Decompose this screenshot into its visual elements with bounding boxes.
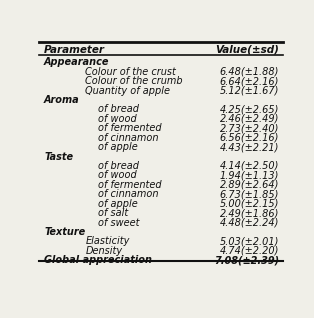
Text: Colour of the crust: Colour of the crust [85, 67, 176, 77]
Text: of salt: of salt [98, 208, 128, 218]
Text: 5.12(±1.67): 5.12(±1.67) [219, 86, 279, 95]
Text: of wood: of wood [98, 170, 136, 180]
Text: 6.56(±2.16): 6.56(±2.16) [219, 133, 279, 143]
Text: of apple: of apple [98, 199, 138, 209]
Text: Quantity of apple: Quantity of apple [85, 86, 171, 95]
Text: 2.73(±2.40): 2.73(±2.40) [219, 123, 279, 133]
Text: 2.49(±1.86): 2.49(±1.86) [219, 208, 279, 218]
Text: Taste: Taste [44, 152, 73, 162]
Text: 4.25(±2.65): 4.25(±2.65) [219, 104, 279, 114]
Text: 4.43(±2.21): 4.43(±2.21) [219, 142, 279, 152]
Text: Appearance: Appearance [44, 57, 110, 67]
Text: Aroma: Aroma [44, 95, 80, 105]
Text: Value(±sd): Value(±sd) [215, 45, 279, 55]
Text: 6.48(±1.88): 6.48(±1.88) [219, 67, 279, 77]
Text: 1.94(±1.13): 1.94(±1.13) [219, 170, 279, 180]
Text: of wood: of wood [98, 114, 136, 124]
Text: 5.03(±2.01): 5.03(±2.01) [219, 236, 279, 246]
Text: Texture: Texture [44, 227, 85, 237]
Text: of fermented: of fermented [98, 180, 161, 190]
Text: Colour of the crumb: Colour of the crumb [85, 76, 183, 86]
Text: of cinnamon: of cinnamon [98, 189, 158, 199]
Text: 2.89(±2.64): 2.89(±2.64) [219, 180, 279, 190]
Text: Global appreciation: Global appreciation [44, 255, 152, 265]
Text: of bread: of bread [98, 161, 139, 171]
Text: of sweet: of sweet [98, 218, 139, 227]
Text: of fermented: of fermented [98, 123, 161, 133]
Text: of cinnamon: of cinnamon [98, 133, 158, 143]
Text: of apple: of apple [98, 142, 138, 152]
Text: of bread: of bread [98, 104, 139, 114]
Text: 6.73(±1.85): 6.73(±1.85) [219, 189, 279, 199]
Text: Elasticity: Elasticity [85, 236, 130, 246]
Text: 7.08(±2.39): 7.08(±2.39) [214, 255, 279, 265]
Text: 4.74(±2.20): 4.74(±2.20) [219, 246, 279, 256]
Text: Density: Density [85, 246, 122, 256]
Text: 4.48(±2.24): 4.48(±2.24) [219, 218, 279, 227]
Text: 6.64(±2.16): 6.64(±2.16) [219, 76, 279, 86]
Text: 2.46(±2.49): 2.46(±2.49) [219, 114, 279, 124]
Text: 4.14(±2.50): 4.14(±2.50) [219, 161, 279, 171]
Text: Parameter: Parameter [44, 45, 105, 55]
Text: 5.00(±2.15): 5.00(±2.15) [219, 199, 279, 209]
